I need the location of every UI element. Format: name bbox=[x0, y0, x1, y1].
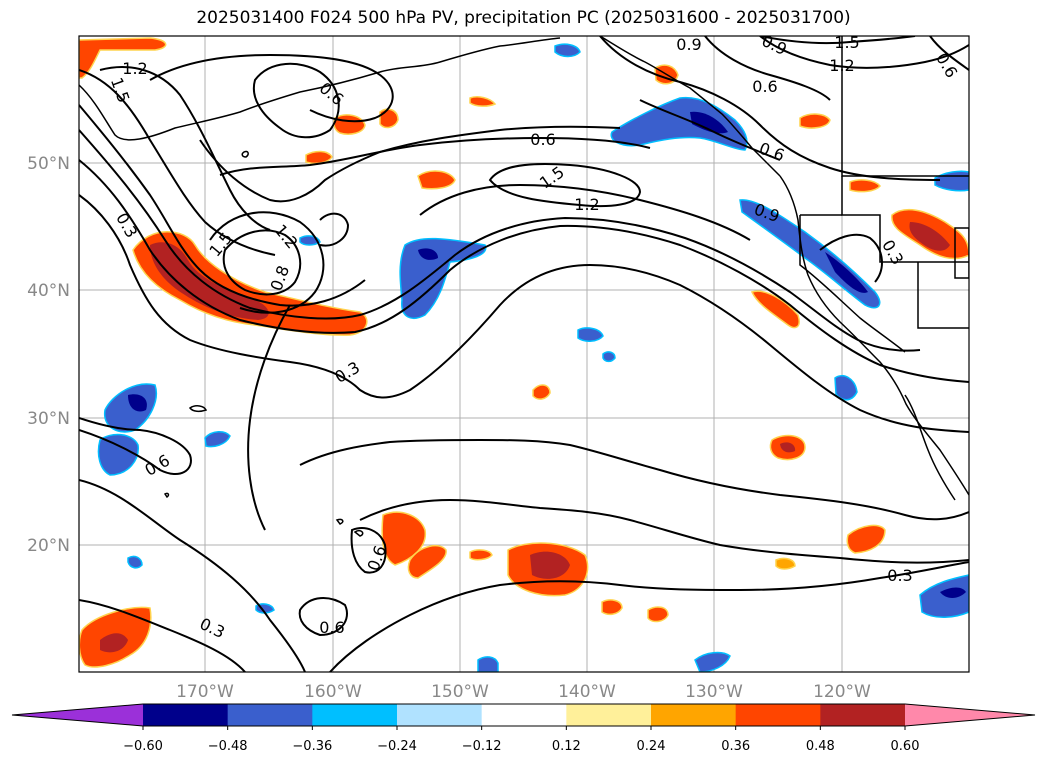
map-border bbox=[78, 35, 970, 673]
lon-label-170w: 170°W bbox=[176, 682, 234, 702]
precip-blob-gulf-1 bbox=[333, 114, 366, 135]
contour-label: 1.5 bbox=[834, 33, 859, 52]
lat-label-40n: 40°N bbox=[27, 281, 70, 301]
precip-blob-misc-2 bbox=[601, 599, 623, 616]
contour-label: 0.3 bbox=[887, 566, 912, 585]
lon-label-140w: 140°W bbox=[558, 682, 616, 702]
pv-contours bbox=[79, 36, 969, 672]
precip-blob-coast-ca bbox=[750, 290, 800, 329]
colorbar-extend-low bbox=[12, 704, 143, 726]
precip-blob-gulf-4 bbox=[305, 150, 333, 165]
lon-label-160w: 160°W bbox=[304, 682, 362, 702]
contour-label: 0.6 bbox=[319, 618, 344, 637]
graticule bbox=[79, 36, 969, 672]
colorbar-swatch bbox=[397, 704, 483, 726]
colorbar-swatch bbox=[227, 704, 313, 726]
colorbar-tick-label: 0.12 bbox=[552, 739, 581, 754]
precip-blob-misc-6 bbox=[469, 96, 497, 107]
colorbar-swatch bbox=[651, 704, 737, 726]
colorbar-tick-label: 0.60 bbox=[891, 739, 920, 754]
precip-neg-small-8 bbox=[602, 351, 616, 363]
colorbar-swatch bbox=[143, 704, 229, 726]
colorbar-tick-label: 0.24 bbox=[637, 739, 666, 754]
precip-blob-canada-2 bbox=[849, 179, 881, 193]
contour-label: 0.6 bbox=[530, 130, 555, 149]
colorbar-extend-high bbox=[905, 704, 1035, 726]
colorbar-tick-label: −0.48 bbox=[208, 739, 248, 754]
precip-blob-gulf-2 bbox=[379, 108, 399, 129]
colorbar-tick-label: −0.24 bbox=[377, 739, 417, 754]
precip-blob-subtropic-4 bbox=[846, 524, 886, 554]
lat-label-30n: 30°N bbox=[27, 409, 70, 429]
colorbar-swatch bbox=[312, 704, 398, 726]
precip-blob-dateline bbox=[132, 231, 368, 336]
precip-neg-east-1 bbox=[919, 574, 969, 618]
colorbar-tick-label: 0.36 bbox=[721, 739, 750, 754]
precip-neg-east-4 bbox=[477, 656, 499, 672]
precip-blob-misc-4 bbox=[469, 549, 493, 561]
lon-label-120w: 120°W bbox=[813, 682, 871, 702]
precip-neg-small-3 bbox=[554, 43, 581, 58]
precip-neg-small-1 bbox=[577, 327, 604, 342]
precip-negative-regions bbox=[97, 43, 969, 672]
page-title: 2025031400 F024 500 hPa PV, precipitatio… bbox=[196, 8, 851, 28]
precip-blob-subtropic-2 bbox=[407, 544, 447, 579]
longitude-labels: 170°W 160°W 150°W 140°W 130°W 120°W bbox=[176, 682, 871, 702]
precip-blob-gulf-3 bbox=[417, 170, 456, 190]
coastlines bbox=[79, 36, 969, 537]
lat-label-20n: 20°N bbox=[27, 536, 70, 556]
precip-blob-subtropic-3-core bbox=[530, 551, 570, 579]
contour-label: 1.2 bbox=[122, 59, 147, 78]
lon-label-130w: 130°W bbox=[685, 682, 743, 702]
contour-label: 1.2 bbox=[829, 56, 854, 75]
precip-blob-misc-1 bbox=[532, 384, 551, 400]
colorbar-tick-label: 0.48 bbox=[806, 739, 835, 754]
contour-label: 1.2 bbox=[574, 195, 599, 214]
colorbar: −0.60 −0.48 −0.36 −0.24 −0.12 0.12 0.24 0.36 0.4… bbox=[11, 703, 1036, 754]
precip-neg-small-2 bbox=[204, 431, 231, 448]
precip-neg-east-1-core bbox=[940, 587, 966, 598]
precip-neg-west-1 bbox=[104, 383, 157, 433]
colorbar-swatch bbox=[481, 704, 567, 726]
precip-neg-midpacific-core bbox=[418, 248, 438, 260]
precip-neg-small-6 bbox=[127, 555, 143, 569]
precip-blob-canada bbox=[799, 113, 831, 129]
precip-neg-west-1-core bbox=[128, 394, 147, 412]
precip-neg-gulf-alaska-core bbox=[690, 111, 728, 134]
colorbar-swatch bbox=[820, 704, 906, 726]
precip-blob-misc-3 bbox=[647, 606, 669, 623]
colorbar-tick-label: −0.36 bbox=[292, 739, 332, 754]
colorbar-tick-label: −0.12 bbox=[462, 739, 502, 754]
latitude-labels: 50°N 40°N 30°N 20°N bbox=[27, 154, 70, 556]
colorbar-swatch bbox=[735, 704, 821, 726]
colorbar-tick-label: −0.60 bbox=[123, 739, 163, 754]
lat-label-50n: 50°N bbox=[27, 154, 70, 174]
precip-blob-misc-7 bbox=[775, 557, 796, 570]
lon-label-150w: 150°W bbox=[431, 682, 489, 702]
precip-neg-east-3 bbox=[694, 651, 731, 672]
precip-neg-west-2 bbox=[97, 433, 139, 476]
precip-blob-dateline-core bbox=[150, 242, 269, 320]
contour-label: 0.6 bbox=[752, 77, 777, 96]
precip-neg-coast-band-core bbox=[825, 252, 868, 293]
precip-blob-subtropic-5-core bbox=[780, 442, 796, 453]
precip-blob-nevada-core bbox=[909, 222, 950, 251]
contour-label: 0.9 bbox=[676, 35, 701, 54]
colorbar-swatch bbox=[566, 704, 652, 726]
precip-blob-nw bbox=[79, 37, 167, 79]
precip-blob-sw-core bbox=[100, 633, 128, 653]
